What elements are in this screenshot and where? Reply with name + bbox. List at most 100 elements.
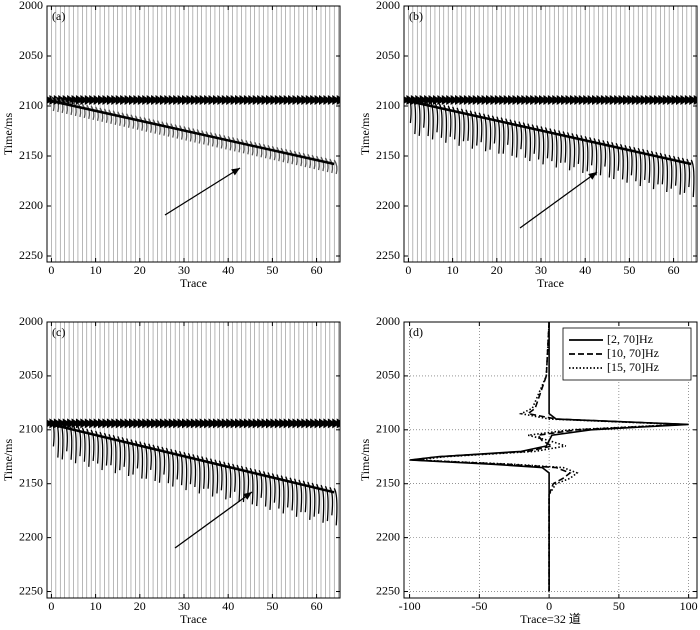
trace-pulse bbox=[262, 471, 267, 507]
x-tick-label: -50 bbox=[471, 599, 487, 613]
trace-spike bbox=[93, 95, 102, 105]
axes-frame bbox=[403, 321, 698, 599]
trace-pulse bbox=[302, 152, 307, 168]
trace-spike bbox=[301, 95, 310, 105]
trace-spike bbox=[186, 95, 195, 105]
trace-spike bbox=[124, 418, 133, 429]
trace-spike bbox=[565, 95, 574, 105]
trace-pulse bbox=[633, 146, 638, 182]
x-tick-label: 50 bbox=[266, 599, 278, 613]
trace-spike bbox=[512, 95, 521, 105]
trace-pulse bbox=[311, 482, 316, 517]
trace-spike bbox=[481, 95, 490, 105]
trace-spike bbox=[84, 95, 93, 105]
trace-spike bbox=[155, 418, 164, 429]
trace-pulse bbox=[183, 451, 188, 491]
trace-pulse bbox=[99, 107, 104, 122]
trace-pulse bbox=[289, 149, 294, 165]
trace-spike bbox=[111, 418, 120, 429]
trace-spike bbox=[173, 418, 182, 429]
x-tick-label: 60 bbox=[311, 599, 323, 613]
trace-spike bbox=[614, 95, 623, 105]
trace-pulse bbox=[271, 145, 276, 161]
trace-spike bbox=[310, 95, 319, 105]
trace-spike bbox=[600, 95, 609, 105]
trace-spike bbox=[270, 418, 279, 429]
trace-spike bbox=[252, 95, 261, 105]
x-axis-label: Trace=32 道 bbox=[520, 612, 581, 626]
trace-spike bbox=[159, 95, 168, 105]
y-tick-label: 2150 bbox=[376, 148, 400, 162]
trace-pulse bbox=[324, 485, 329, 522]
trace-pulse bbox=[500, 117, 505, 154]
x-axis-label: Trace bbox=[537, 276, 564, 290]
trace-pulse bbox=[285, 476, 289, 508]
trace-pulse bbox=[196, 455, 201, 494]
trace-spike bbox=[318, 418, 327, 429]
trace-pulse bbox=[562, 131, 567, 163]
trace-pulse bbox=[416, 98, 421, 136]
trace-spike bbox=[265, 95, 274, 105]
trace-spike bbox=[296, 95, 305, 105]
trace-pulse bbox=[103, 108, 108, 123]
trace-pulse bbox=[64, 99, 68, 115]
trace-pulse bbox=[254, 141, 259, 157]
trace-spike bbox=[336, 418, 340, 429]
trace-spike bbox=[204, 418, 213, 429]
trace-spike bbox=[248, 95, 257, 105]
trace-spike bbox=[164, 418, 173, 429]
trace-spike bbox=[274, 95, 283, 105]
trace-pulse bbox=[320, 484, 325, 523]
trace-pulse bbox=[201, 456, 205, 489]
trace-spike bbox=[177, 95, 186, 105]
trace-spike bbox=[133, 418, 142, 429]
y-tick-label: 2100 bbox=[19, 422, 43, 436]
trace-spike bbox=[75, 95, 84, 105]
trace-spike bbox=[446, 95, 455, 105]
trace-pulse bbox=[513, 120, 518, 158]
plot-area bbox=[47, 6, 340, 262]
plot-area bbox=[404, 6, 697, 262]
trace-pulse bbox=[165, 122, 170, 137]
trace-pulse bbox=[285, 148, 289, 164]
legend: [2, 70]Hz[10, 70]Hz[15, 70]Hz bbox=[562, 327, 692, 381]
trace-pulse bbox=[271, 473, 276, 503]
trace-spike bbox=[318, 95, 327, 105]
trace-spike bbox=[212, 418, 221, 429]
trace-pulse bbox=[174, 449, 179, 480]
y-tick-label: 2250 bbox=[19, 248, 43, 262]
trace-pulse bbox=[117, 435, 122, 471]
legend-box bbox=[562, 327, 692, 381]
trace-spike bbox=[288, 418, 297, 429]
x-tick-label: 0 bbox=[48, 263, 54, 277]
x-tick-label: 30 bbox=[178, 599, 190, 613]
trace-spike bbox=[485, 95, 494, 105]
x-tick-label: 50 bbox=[623, 263, 635, 277]
trace-pulse bbox=[187, 452, 192, 485]
trace-pulse bbox=[293, 478, 298, 517]
trace-spike bbox=[534, 95, 543, 105]
trace-pulse bbox=[72, 101, 77, 117]
trace-spike bbox=[468, 95, 477, 105]
trace-pulse bbox=[474, 111, 479, 146]
panel-label: (d) bbox=[409, 325, 423, 339]
trace-pulse bbox=[161, 446, 166, 475]
trace-spike bbox=[235, 95, 244, 105]
y-tick-label: 2150 bbox=[19, 475, 43, 489]
trace-pulse bbox=[209, 458, 214, 497]
trace-spike bbox=[142, 95, 151, 105]
trace-pulse bbox=[152, 119, 157, 134]
trace-pulse bbox=[165, 447, 170, 484]
trace-pulse bbox=[103, 432, 108, 466]
trace-spike bbox=[146, 95, 155, 105]
trace-pulse bbox=[509, 119, 514, 156]
axes-frame bbox=[46, 321, 341, 599]
legend-label: [2, 70]Hz bbox=[607, 332, 653, 346]
trace-spike bbox=[314, 95, 323, 105]
trace-pulse bbox=[324, 157, 329, 173]
y-tick-label: 2050 bbox=[19, 368, 43, 382]
trace-pulse bbox=[72, 425, 77, 464]
trace-pulse bbox=[447, 105, 452, 137]
trace-pulse bbox=[518, 121, 523, 150]
